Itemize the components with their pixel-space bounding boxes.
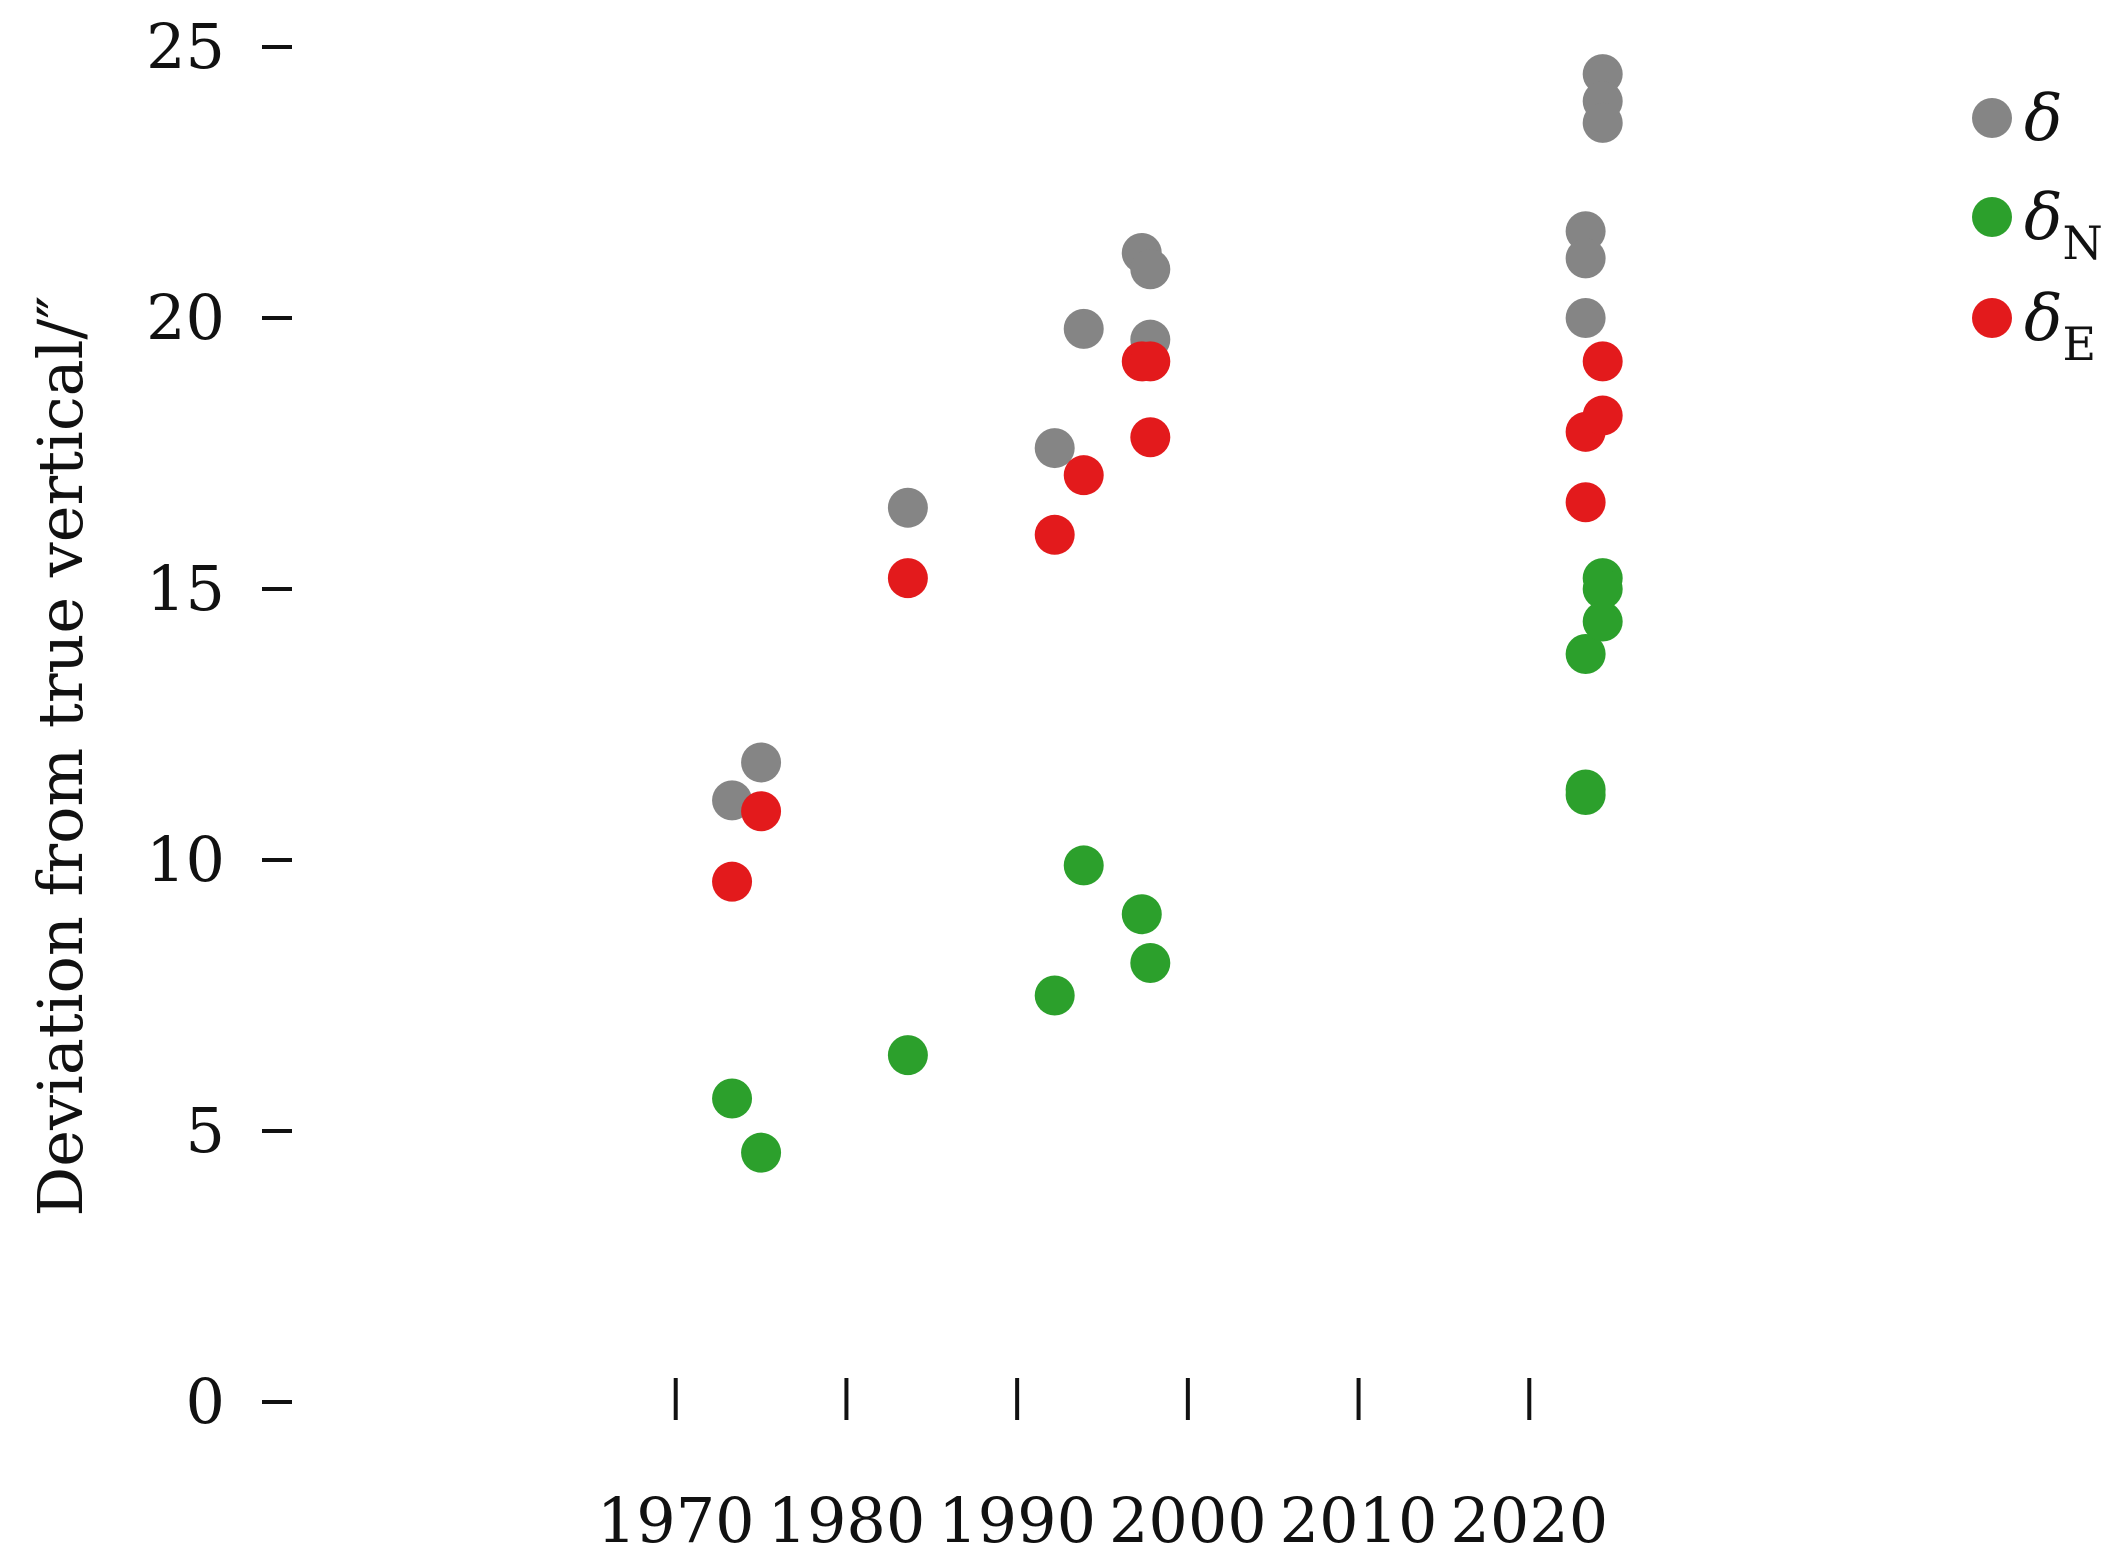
series-delta-e xyxy=(712,341,1623,902)
x-tick-label: 1980 xyxy=(768,1484,926,1554)
data-point-delta-n xyxy=(1034,975,1075,1016)
x-tick-label: 1970 xyxy=(597,1484,755,1554)
y-tick-label: 10 xyxy=(146,823,225,896)
x-tick-label: 2020 xyxy=(1450,1484,1608,1554)
y-tick-label: 25 xyxy=(146,10,225,83)
data-point-delta-n xyxy=(1582,569,1623,609)
data-points xyxy=(712,54,1623,1173)
legend-marker xyxy=(1972,197,2012,237)
y-tick-label: 20 xyxy=(146,281,225,354)
legend: δ δN δE xyxy=(1972,82,2103,371)
data-point-delta xyxy=(1130,249,1171,290)
legend-label: δE xyxy=(2024,282,2096,371)
data-point-delta xyxy=(1034,428,1075,469)
data-point-delta-n xyxy=(741,1132,782,1173)
data-point-delta-n xyxy=(1130,942,1171,983)
legend-marker xyxy=(1972,98,2012,138)
data-point-delta-e xyxy=(1565,482,1606,523)
legend-item-delta-n: δN xyxy=(1972,181,2103,270)
x-tick-label: 2000 xyxy=(1109,1484,1267,1554)
legend-label: δN xyxy=(2024,181,2103,270)
legend-item-delta: δ xyxy=(1972,82,2063,156)
data-point-delta-e xyxy=(887,558,928,599)
x-tick-label: 2010 xyxy=(1280,1484,1438,1554)
data-point-delta-n xyxy=(1063,845,1104,886)
data-point-delta xyxy=(1565,238,1606,279)
data-point-delta xyxy=(741,742,782,783)
data-point-delta-n xyxy=(712,1078,753,1119)
x-axis: 1970 1980 1990 2000 2010 2020 xyxy=(597,1378,1608,1554)
data-point-delta-n xyxy=(887,1035,928,1076)
data-point-delta-e xyxy=(741,791,782,832)
data-point-delta-n xyxy=(1565,774,1606,815)
data-point-delta-n xyxy=(1582,601,1623,642)
data-point-delta xyxy=(1063,308,1104,349)
data-point-delta xyxy=(1582,102,1623,143)
data-point-delta-n xyxy=(1565,634,1606,675)
series-delta-n xyxy=(712,558,1623,1173)
data-point-delta xyxy=(1565,298,1606,338)
y-axis-title: Deviation from true vertical/″ xyxy=(24,296,97,1217)
data-point-delta-e xyxy=(1130,341,1171,382)
x-tick-label: 1990 xyxy=(938,1484,1096,1554)
data-point-delta-e xyxy=(1034,514,1075,555)
data-point-delta xyxy=(887,487,928,528)
y-tick-label: 5 xyxy=(186,1094,225,1167)
data-point-delta-e xyxy=(1130,417,1171,458)
y-tick-label: 0 xyxy=(186,1365,225,1438)
legend-item-delta-e: δE xyxy=(1972,282,2096,371)
data-point-delta-e xyxy=(712,861,753,902)
data-point-delta-n xyxy=(1121,894,1162,935)
data-point-delta-e xyxy=(1582,395,1623,436)
legend-marker xyxy=(1972,298,2012,338)
data-point-delta-e xyxy=(1063,455,1104,496)
y-axis: 0 5 10 15 20 25 xyxy=(146,10,292,1438)
legend-label: δ xyxy=(2024,82,2063,156)
y-tick-label: 15 xyxy=(146,552,225,625)
data-point-delta-e xyxy=(1582,341,1623,382)
